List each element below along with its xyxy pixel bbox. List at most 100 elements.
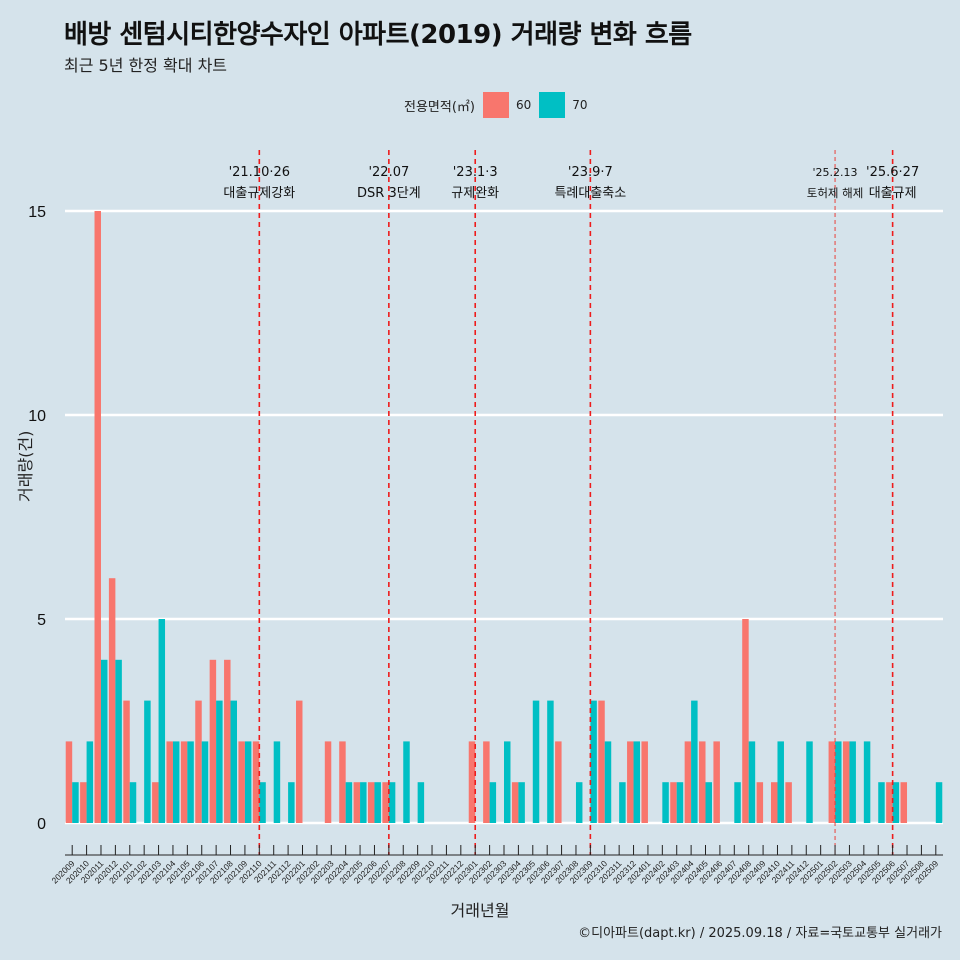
bar-60-202310 [598,700,605,823]
bar-70-202310 [604,741,612,823]
bar-70-202009 [72,782,79,823]
y-axis-label: 거래량(건) [16,430,35,502]
bar-60-202104 [166,741,173,823]
bar-70-202207 [388,782,396,823]
bar-70-202404 [691,700,698,823]
bar-70-202011 [100,659,108,823]
bar-60-202312 [627,741,634,823]
bar-70-202306 [547,700,554,823]
bar-70-202302 [489,782,497,823]
bar-60-202507 [900,782,908,823]
bar-60-202205 [353,782,361,823]
bar-60-202009 [65,741,73,823]
chart-subtitle: 최근 5년 한정 확대 차트 [64,56,228,75]
bar-60-202103 [152,782,159,823]
bar-70-202502 [835,741,842,823]
bar-60-202502 [828,741,836,823]
bar-60-202405 [699,741,706,823]
bar-70-202112 [288,782,295,823]
bar-70-202408 [748,741,756,823]
bar-70-202303 [504,741,511,823]
bar-60-202403 [670,782,677,823]
bar-60-202101 [123,700,130,823]
bar-70-202111 [273,741,281,823]
y-tick-label-5: 5 [37,612,46,629]
bar-60-202304 [511,782,519,823]
bar-70-202304 [518,782,525,823]
bar-70-202105 [187,741,194,823]
bar-70-202109 [244,741,252,823]
bar-70-202509 [935,782,943,823]
bar-60-202204 [339,741,346,823]
bar-60-202307 [555,741,562,823]
bar-60-202010 [80,782,87,823]
bar-60-202206 [367,782,375,823]
bar-70-202407 [734,782,741,823]
y-tick-labels: 0 5 10 15 [28,204,46,833]
bar-60-202207 [382,782,389,823]
bar-60-202203 [324,741,332,823]
bar-70-202110 [259,782,266,823]
bar-70-202101 [129,782,137,823]
event-label-202207: DSR 3단계 [357,186,421,201]
bar-60-202506 [886,782,893,823]
bar-60-202011 [94,211,101,823]
event-date-202506: '25.6·27 [866,165,919,180]
event-date-202502: '25.2.13 [813,166,858,179]
bar-60-202109 [238,741,245,823]
legend: 전용면적(㎡) 60 70 [404,92,596,118]
y-tick-label-10: 10 [28,408,46,425]
bar-70-202204 [345,782,353,823]
legend-swatch-60 [482,92,509,118]
event-label-202309: 특례대출축소 [554,186,626,201]
bar-70-202206 [374,782,381,823]
event-label-202301: 규제완화 [451,186,499,201]
bar-70-202309 [590,700,597,823]
x-axis: 2020092020102020112020122021012021022021… [49,845,943,885]
bar-60-202107 [209,659,217,823]
bar-70-202505 [878,782,885,823]
bars [65,211,943,823]
legend-label-70: 70 [572,98,588,112]
bar-70-202403 [676,782,684,823]
bar-70-202010 [86,741,94,823]
event-annotations: '21.10·26 대출규제강화 '22.07 DSR 3단계 '23.1·3 규제완화 '… [223,165,919,201]
legend-title: 전용면적(㎡) [404,99,475,115]
bar-70-202506 [892,782,900,823]
bar-70-202412 [806,741,813,823]
bar-70-202311 [619,782,626,823]
bar-70-202503 [849,741,856,823]
bar-60-202404 [684,741,692,823]
chart-title: 배방 센텀시티한양수자인 아파트(2019) 거래량 변화 흐름 [64,20,692,50]
bar-70-202104 [172,741,180,823]
bar-60-202503 [842,741,850,823]
event-date-202309: '23.9·7 [568,165,613,180]
bar-70-202102 [144,700,151,823]
bar-60-202410 [771,782,778,823]
event-label-202506: 대출규제 [869,186,917,201]
bar-60-202110 [252,741,260,823]
bar-60-202411 [785,782,792,823]
bar-70-202504 [863,741,871,823]
bar-70-202305 [532,700,540,823]
event-date-202207: '22.07 [368,165,409,180]
bar-70-202410 [777,741,784,823]
bar-70-202103 [158,619,166,823]
bar-60-202012 [108,578,116,823]
bar-60-202406 [713,741,720,823]
bar-60-202201 [296,700,303,823]
bar-60-202409 [756,782,764,823]
source-caption: ©디아파트(dapt.kr) / 2025.09.18 / 자료=국토교통부 실… [578,926,942,941]
legend-swatch-70 [539,92,566,118]
event-date-202110: '21.10·26 [229,165,290,180]
bar-70-202405 [705,782,712,823]
y-tick-label-0: 0 [37,816,46,833]
bar-60-202302 [483,741,490,823]
bar-70-202308 [575,782,583,823]
event-label-202502: 토허제 해제 [807,186,864,200]
y-tick-label-15: 15 [28,204,46,221]
bar-60-202401 [641,741,648,823]
event-lines [258,150,894,855]
bar-70-202012 [115,659,122,823]
